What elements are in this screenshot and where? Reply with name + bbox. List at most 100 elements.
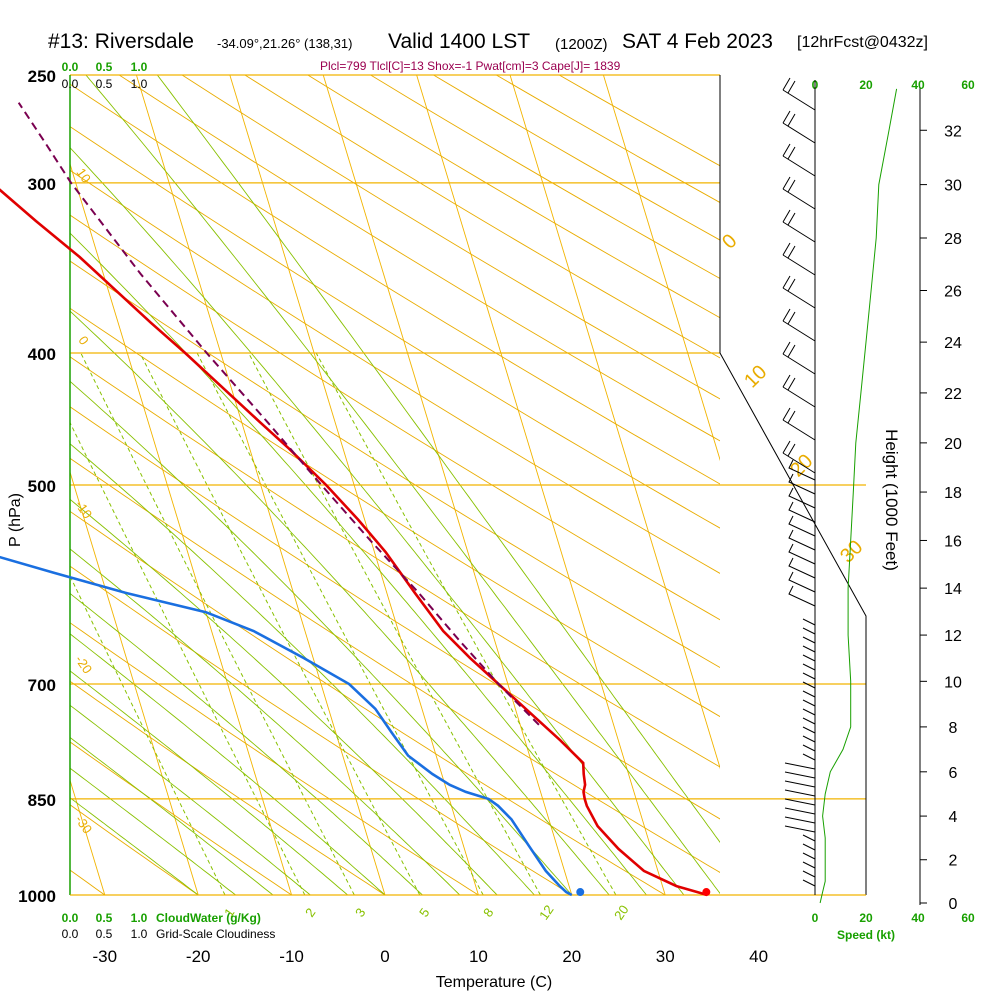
cloudwater-tick-bottom: 1.0 — [131, 911, 148, 925]
wind-barb — [782, 341, 816, 375]
height-tick-label: 20 — [944, 436, 962, 453]
isotherm-line — [602, 75, 720, 895]
dry-adiabat-line — [70, 75, 720, 895]
dry-adiabat-line — [70, 75, 292, 895]
temperature-tick-label: -10 — [279, 947, 304, 966]
dry-adiabat-line — [244, 75, 720, 895]
wind-barb — [784, 807, 816, 815]
mixing-ratio-line — [315, 352, 617, 895]
mixing-ratio-line — [80, 352, 355, 895]
dry-adiabat-label: 10 — [73, 165, 94, 185]
dry-adiabat-line — [70, 75, 720, 895]
speed-tick-bottom: 60 — [961, 911, 975, 925]
wind-barb — [784, 780, 816, 788]
cloudiness-label: Grid-Scale Cloudiness — [156, 927, 275, 941]
wind-barb — [802, 843, 816, 851]
wind-barb — [788, 571, 816, 593]
mixing-ratio-label: 12 — [536, 902, 557, 922]
wind-barb — [782, 407, 816, 441]
mixing-ratio-label: 20 — [611, 902, 632, 922]
wind-barb — [802, 735, 816, 743]
height-tick-label: 30 — [944, 178, 962, 195]
height-tick-label: 26 — [944, 284, 962, 301]
wind-barb — [784, 816, 816, 824]
wind-barb — [802, 663, 816, 671]
wind-barb — [788, 557, 816, 579]
height-tick-label: 28 — [944, 231, 962, 248]
dry-adiabat-line — [181, 75, 720, 895]
dry-adiabat-line — [70, 75, 720, 895]
cloudwater-tick-top: 1.0 — [131, 60, 148, 74]
height-tick-label: 32 — [944, 123, 962, 140]
wind-barb — [788, 487, 816, 509]
temperature-tick-label: 0 — [380, 947, 389, 966]
moist-adiabat-line — [70, 75, 685, 895]
speed-tick-bottom: 40 — [911, 911, 925, 925]
dry-adiabat-line — [70, 75, 720, 895]
pressure-tick-label: 400 — [28, 345, 56, 364]
height-tick-label: 10 — [944, 674, 962, 691]
y-axis-title: P (hPa) — [7, 493, 24, 547]
temperature-tick-label: 30 — [656, 947, 675, 966]
cloudwater-label: CloudWater (g/Kg) — [156, 911, 261, 925]
speed-tick-top: 20 — [859, 78, 873, 92]
moist-adiabat-line — [70, 75, 423, 895]
temperature-tick-label: -30 — [93, 947, 118, 966]
mixing-ratio-line — [139, 352, 421, 895]
wind-barb — [802, 690, 816, 698]
mixing-ratio-label: 5 — [416, 905, 432, 920]
height-tick-label: 16 — [944, 533, 962, 550]
moist-adiabat-line — [70, 75, 647, 895]
wind-barb — [802, 879, 816, 887]
dry-adiabat-line — [70, 75, 573, 895]
dry-adiabat-line — [70, 75, 386, 895]
cloudwater-tick-bottom: 0.5 — [96, 911, 113, 925]
dry-adiabat-line — [70, 75, 666, 895]
mixing-ratio-line — [70, 352, 226, 895]
wind-barb — [784, 771, 816, 779]
dry-adiabat-label: -30 — [72, 812, 95, 836]
wind-barb — [784, 762, 816, 770]
moist-adiabat-line — [70, 75, 199, 895]
wind-barb — [802, 672, 816, 680]
temperature-tick-label: 20 — [562, 947, 581, 966]
temperature-profile-line — [0, 188, 708, 897]
wind-barb — [782, 209, 816, 243]
wind-barb — [802, 726, 816, 734]
moist-adiabat-label: 30 — [836, 536, 867, 567]
surface-temperature-dot — [702, 888, 711, 897]
pressure-tick-label: 250 — [28, 67, 56, 86]
wind-barb — [802, 717, 816, 725]
moist-adiabat-line — [156, 75, 720, 895]
speed-tick-bottom: 20 — [859, 911, 873, 925]
valid-time: Valid 1400 LST — [388, 30, 531, 53]
pressure-tick-label: 300 — [28, 175, 56, 194]
wind-barb — [788, 473, 816, 495]
dry-adiabat-line — [118, 75, 720, 895]
dry-adiabat-label: 0 — [75, 333, 91, 348]
wind-barb — [788, 543, 816, 565]
cloudiness-tick-top: 0.5 — [96, 77, 113, 91]
cloudwater-tick-top: 0.5 — [96, 60, 113, 74]
wind-barb — [788, 501, 816, 523]
wind-barb — [784, 825, 816, 833]
wind-barb — [782, 440, 816, 474]
cloudwater-tick-top: 0.0 — [62, 60, 79, 74]
cloudiness-tick-bottom: 1.0 — [131, 927, 148, 941]
moist-adiabat-line — [70, 75, 610, 895]
wind-barb — [784, 789, 816, 797]
dry-adiabat-label: -20 — [72, 652, 95, 676]
wind-barb — [782, 242, 816, 276]
moist-adiabat-line — [70, 75, 311, 895]
moist-adiabat-line — [70, 75, 386, 895]
moist-adiabat-line — [70, 75, 236, 895]
wind-barb — [782, 110, 816, 144]
dry-adiabat-line — [70, 75, 720, 895]
wind-barb — [802, 753, 816, 761]
pressure-tick-label: 700 — [28, 676, 56, 695]
dry-adiabat-line — [70, 75, 720, 895]
pressure-tick-label: 500 — [28, 477, 56, 496]
cloudwater-tick-bottom: 0.0 — [62, 911, 79, 925]
temperature-tick-label: 40 — [749, 947, 768, 966]
